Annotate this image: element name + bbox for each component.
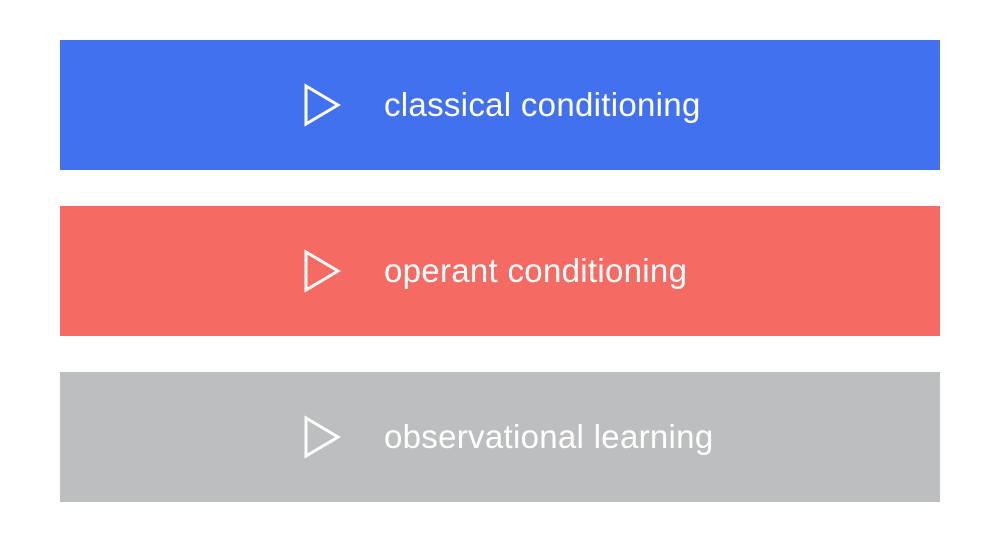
- bar-label: operant conditioning: [384, 252, 687, 290]
- bar-classical-conditioning[interactable]: classical conditioning: [60, 40, 940, 170]
- play-icon: [300, 415, 344, 459]
- play-icon: [300, 83, 344, 127]
- bar-operant-conditioning[interactable]: operant conditioning: [60, 206, 940, 336]
- bar-label: observational learning: [384, 418, 713, 456]
- play-icon: [300, 249, 344, 293]
- bar-observational-learning[interactable]: observational learning: [60, 372, 940, 502]
- bar-label: classical conditioning: [384, 86, 701, 124]
